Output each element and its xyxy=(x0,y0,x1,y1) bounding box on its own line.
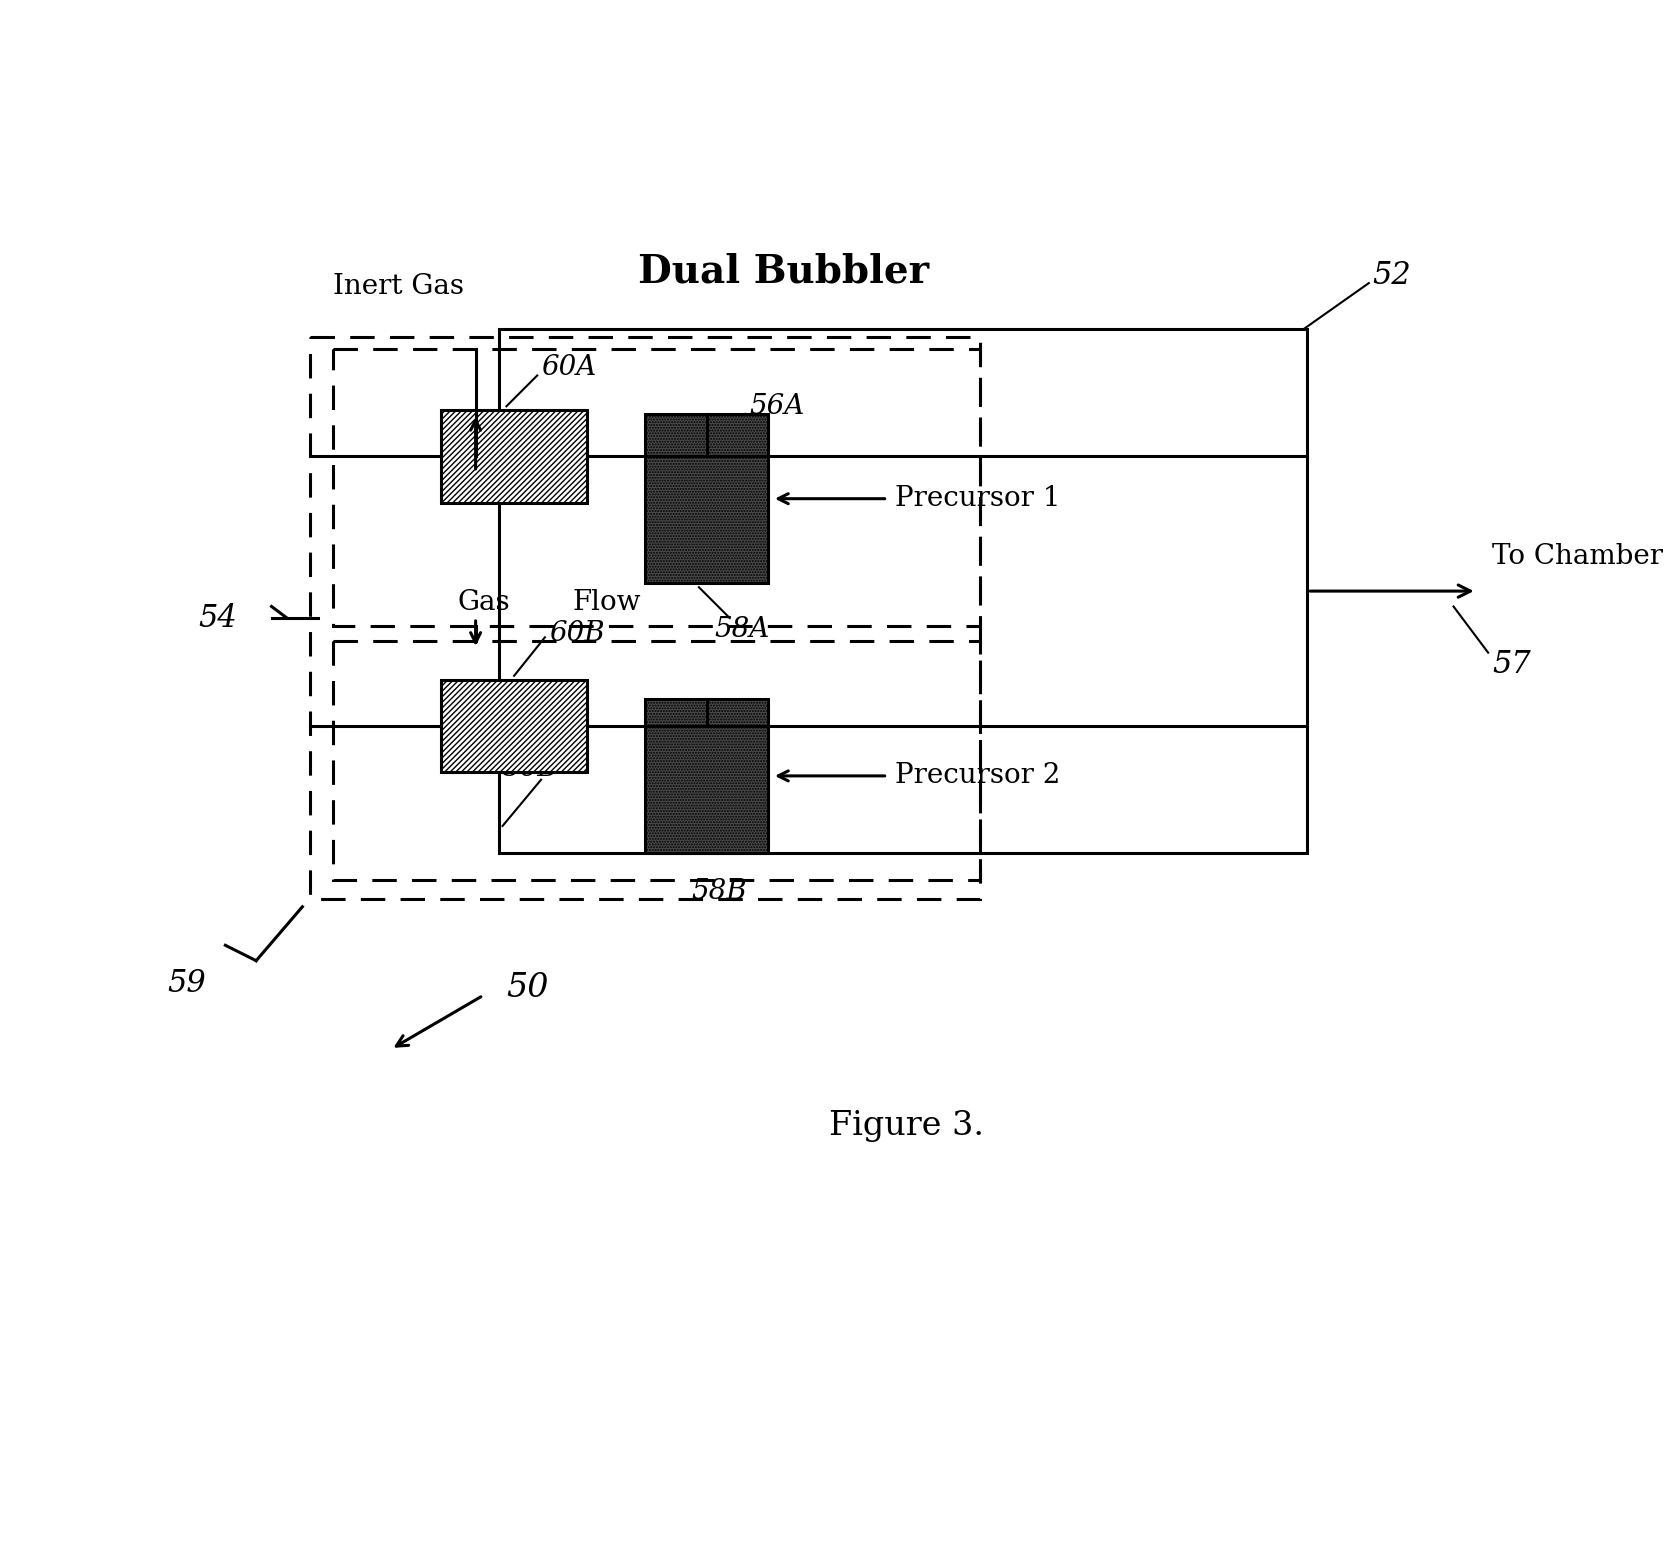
Bar xyxy=(334,349,979,626)
Text: Flow: Flow xyxy=(572,589,641,617)
Text: 58B: 58B xyxy=(691,878,746,905)
Text: Inert Gas: Inert Gas xyxy=(334,274,465,301)
Bar xyxy=(498,329,1306,853)
Text: Precursor 2: Precursor 2 xyxy=(896,763,1060,789)
Bar xyxy=(310,336,979,898)
Text: 54: 54 xyxy=(198,603,236,634)
Text: Precursor 1: Precursor 1 xyxy=(896,486,1062,512)
Text: 56A: 56A xyxy=(750,392,805,420)
Text: Gas: Gas xyxy=(458,589,510,617)
Text: 60A: 60A xyxy=(542,355,597,381)
Text: Dual Bubbler: Dual Bubbler xyxy=(637,252,929,291)
Text: 52: 52 xyxy=(1373,260,1412,291)
Text: 57: 57 xyxy=(1493,649,1531,680)
Bar xyxy=(441,409,587,503)
Text: 59: 59 xyxy=(168,968,206,1000)
Text: Figure 3.: Figure 3. xyxy=(830,1110,984,1143)
Text: To Chamber: To Chamber xyxy=(1493,543,1664,570)
Text: 50: 50 xyxy=(506,972,548,1004)
Text: 56B: 56B xyxy=(503,755,558,782)
Bar xyxy=(441,680,587,772)
Bar xyxy=(334,641,979,880)
Bar xyxy=(646,699,768,853)
Text: 60B: 60B xyxy=(548,620,604,648)
Text: 58A: 58A xyxy=(714,617,770,643)
Bar xyxy=(646,414,768,584)
